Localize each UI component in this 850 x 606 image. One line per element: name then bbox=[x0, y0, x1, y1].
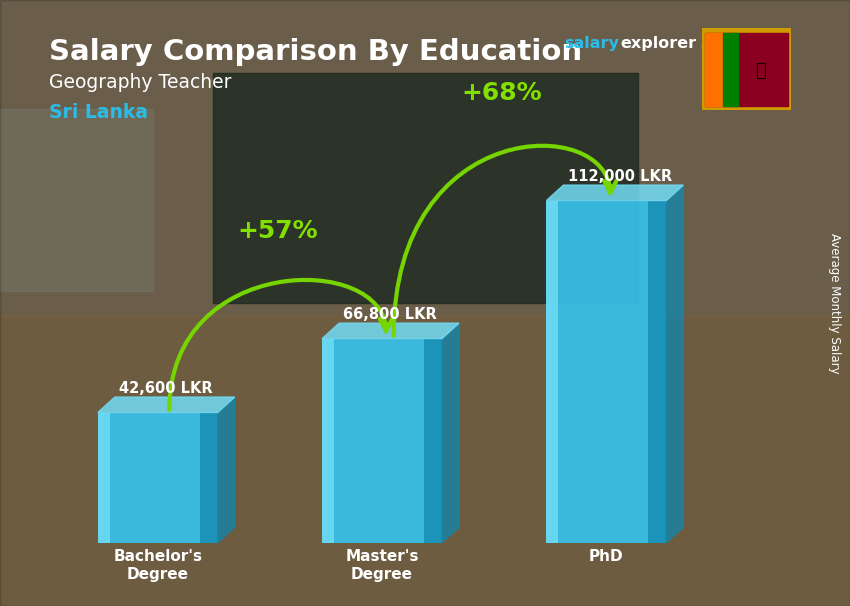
Text: Geography Teacher: Geography Teacher bbox=[49, 73, 232, 92]
Text: Salary Comparison By Education: Salary Comparison By Education bbox=[49, 38, 582, 66]
Text: explorer: explorer bbox=[620, 36, 696, 52]
Text: Average Monthly Salary: Average Monthly Salary bbox=[828, 233, 842, 373]
Bar bbox=[212, 73, 638, 303]
Text: .com: .com bbox=[700, 36, 742, 52]
Bar bbox=[98, 413, 110, 542]
Polygon shape bbox=[218, 397, 235, 542]
Bar bbox=[723, 33, 738, 106]
FancyArrowPatch shape bbox=[169, 280, 392, 410]
Text: Sri Lanka: Sri Lanka bbox=[49, 102, 149, 122]
Text: 66,800 LKR: 66,800 LKR bbox=[343, 307, 437, 322]
Polygon shape bbox=[666, 185, 683, 542]
Bar bbox=[212, 73, 638, 303]
Bar bbox=[0, 109, 153, 291]
Bar bbox=[547, 201, 558, 542]
Text: salary: salary bbox=[564, 36, 619, 52]
Bar bbox=[322, 339, 334, 542]
Bar bbox=[110, 413, 200, 542]
Bar bbox=[424, 339, 442, 542]
Bar bbox=[558, 201, 649, 542]
Text: +68%: +68% bbox=[462, 81, 542, 105]
Text: PhD: PhD bbox=[589, 549, 624, 564]
Bar bbox=[0, 315, 850, 606]
Bar bbox=[322, 339, 442, 542]
Bar bbox=[649, 201, 666, 542]
Polygon shape bbox=[98, 397, 235, 413]
Text: Bachelor's
Degree: Bachelor's Degree bbox=[113, 549, 202, 582]
Polygon shape bbox=[322, 323, 459, 339]
Text: +57%: +57% bbox=[237, 219, 318, 243]
Bar bbox=[334, 339, 424, 542]
Bar bbox=[547, 201, 666, 542]
Bar bbox=[200, 413, 218, 542]
Bar bbox=[0, 0, 850, 315]
FancyArrowPatch shape bbox=[394, 146, 616, 336]
Polygon shape bbox=[442, 323, 459, 542]
Text: 42,600 LKR: 42,600 LKR bbox=[119, 381, 212, 396]
Bar bbox=[706, 33, 722, 106]
Text: Master's
Degree: Master's Degree bbox=[345, 549, 419, 582]
Text: 112,000 LKR: 112,000 LKR bbox=[568, 169, 672, 184]
Text: 🦁: 🦁 bbox=[755, 62, 766, 80]
Polygon shape bbox=[547, 185, 683, 201]
Bar bbox=[98, 413, 218, 542]
